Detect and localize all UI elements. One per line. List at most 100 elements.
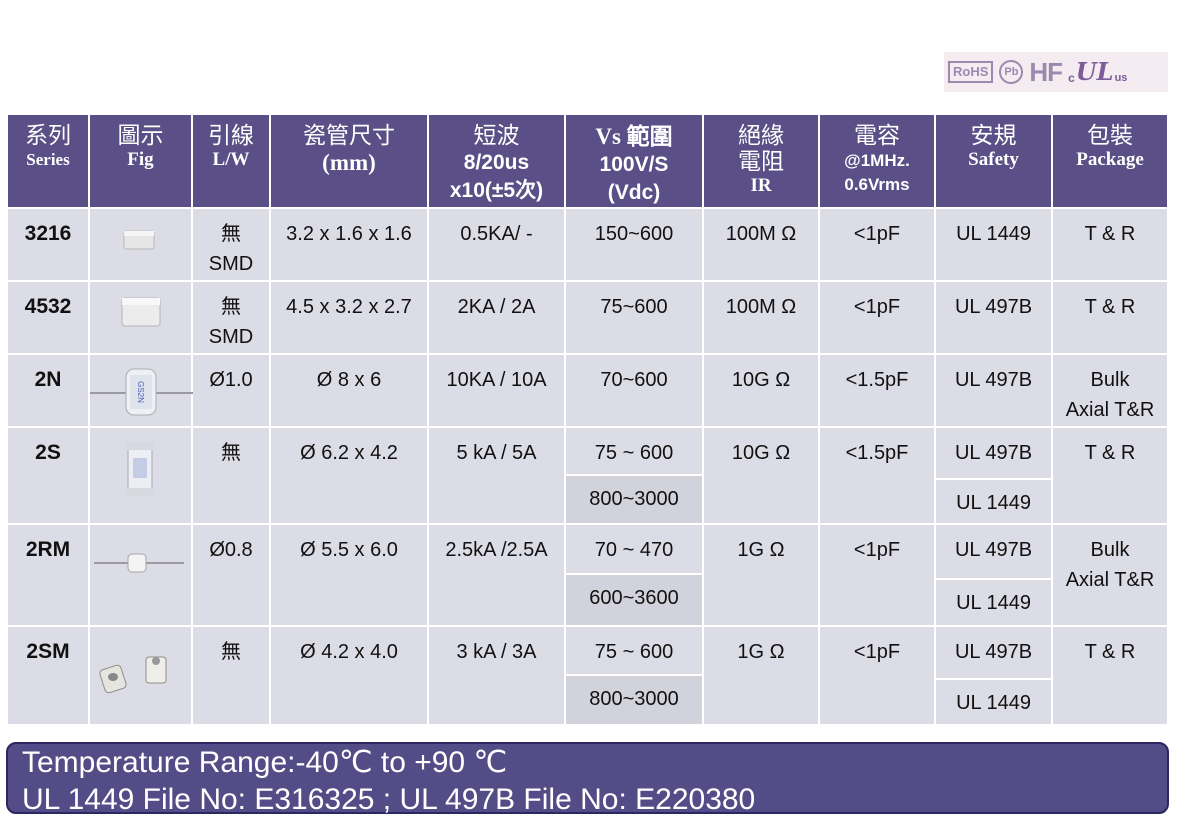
vs-range-value: 600~3600 <box>589 587 679 609</box>
cell-package: T & R <box>1051 280 1169 355</box>
cell-fig <box>88 426 193 525</box>
safety-value: UL 497B <box>954 369 1033 391</box>
header-lw-en: L/W <box>212 149 250 170</box>
cell-fig <box>88 523 193 627</box>
safety-value: UL 497B <box>954 539 1033 561</box>
package-value-2: Axial T&R <box>1065 569 1155 591</box>
axial-gdt-image: GS2N <box>90 355 193 426</box>
safety-value: UL 497B <box>954 442 1033 464</box>
series-value: 2RM <box>25 538 71 561</box>
cell-size: Ø 4.2 x 4.0 <box>269 625 429 726</box>
size-value: 3.2 x 1.6 x 1.6 <box>286 223 412 245</box>
cell-ir: 10G Ω <box>702 353 820 428</box>
cell-package: T & R <box>1051 625 1169 726</box>
surge-value: 3 kA / 3A <box>456 641 537 663</box>
header-size-zh: 瓷管尺寸 <box>303 123 395 149</box>
surge-value: 2.5kA /2.5A <box>445 539 548 561</box>
cell-ir: 1G Ω <box>702 523 820 627</box>
header-package-en: Package <box>1076 149 1144 170</box>
header-cap-l2: @1MHz. <box>844 151 910 170</box>
ir-value: 1G Ω <box>737 539 785 561</box>
header-series-zh: 系列 <box>25 123 71 149</box>
ir-value: 100M Ω <box>725 223 797 245</box>
capacitance-value: <1.5pF <box>845 442 909 464</box>
smd-gdt-pair-image <box>90 627 191 706</box>
cell-safety: UL 497B UL 1449 <box>934 426 1053 525</box>
header-safety-en: Safety <box>968 149 1019 170</box>
ul-mark: UL <box>1075 57 1114 86</box>
cell-surge: 3 kA / 3A <box>427 625 566 726</box>
header-vs-l1: Vs 範圍 <box>595 124 673 149</box>
cell-size: Ø 5.5 x 6.0 <box>269 523 429 627</box>
table-row: 2S 無 Ø 6.2 x 4.2 5 kA / 5A 75 ~ 600 800~3000 1… <box>6 426 1169 525</box>
package-value: Bulk <box>1090 539 1130 561</box>
cell-capacitance: <1pF <box>818 280 936 355</box>
cell-series: 2SM <box>6 625 90 726</box>
cell-size: Ø 6.2 x 4.2 <box>269 426 429 525</box>
cell-capacitance: <1pF <box>818 523 936 627</box>
vs-range-value: 800~3000 <box>589 488 679 510</box>
lead-wire-type: SMD <box>208 253 254 275</box>
header-vs-l2: 100V/S <box>599 153 669 176</box>
safety-value: UL 1449 <box>956 223 1031 245</box>
cell-size: 4.5 x 3.2 x 2.7 <box>269 280 429 355</box>
vs-range-value: 800~3000 <box>589 688 679 710</box>
header-fig-en: Fig <box>127 149 154 170</box>
cell-ir: 100M Ω <box>702 280 820 355</box>
cell-fig <box>88 280 193 355</box>
series-value: 2S <box>35 441 61 464</box>
header-lw-zh: 引線 <box>208 123 254 149</box>
cell-series: 2RM <box>6 523 90 627</box>
ul-listed-badge: c UL us <box>1068 57 1127 86</box>
svg-text:GS2N: GS2N <box>136 381 145 403</box>
header-cap-zh: 電容 <box>854 123 900 149</box>
cell-lead-wire: 無 <box>191 625 271 726</box>
vs-range-value: 75 ~ 600 <box>594 641 674 663</box>
table-row: 3216 無 SMD 3.2 x 1.6 x 1.6 0.5KA/ - 150~600 10… <box>6 207 1169 282</box>
header-safety: 安規 Safety <box>934 113 1053 209</box>
cell-lead-wire: 無 <box>191 426 271 525</box>
cell-vs-range: 75 ~ 600 800~3000 <box>564 426 704 525</box>
package-value: T & R <box>1084 641 1136 663</box>
size-value: Ø 8 x 6 <box>316 369 382 391</box>
smd-chip-small-image <box>90 209 191 280</box>
cell-size: 3.2 x 1.6 x 1.6 <box>269 207 429 282</box>
cell-series: 2S <box>6 426 90 525</box>
vs-range-value: 70 ~ 470 <box>594 539 674 561</box>
cell-capacitance: <1.5pF <box>818 426 936 525</box>
cell-vs-range: 70~600 <box>564 353 704 428</box>
header-fig-zh: 圖示 <box>117 123 164 149</box>
axial-mini-image <box>90 525 191 604</box>
cell-surge: 2.5kA /2.5A <box>427 523 566 627</box>
size-value: Ø 4.2 x 4.0 <box>300 641 398 663</box>
header-ir-zh1: 絕緣 <box>738 123 784 149</box>
header-ir-zh2: 電阻 <box>738 149 784 175</box>
cell-safety: UL 497B UL 1449 <box>934 625 1053 726</box>
header-cap-l3: 0.6Vrms <box>844 175 910 194</box>
lead-free-badge: Pb <box>999 60 1024 84</box>
package-value-2: Axial T&R <box>1065 399 1155 421</box>
table-row: 2SM 無 Ø 4.2 x 4.0 3 kA / 3A 75 ~ 600 800~3000… <box>6 625 1169 726</box>
surge-value: 5 kA / 5A <box>456 442 537 464</box>
header-size: 瓷管尺寸 (mm) <box>269 113 429 209</box>
ir-value: 10G Ω <box>731 442 791 464</box>
cell-package: Bulk Axial T&R <box>1051 523 1169 627</box>
safety-value: UL 497B <box>954 641 1033 663</box>
size-value: Ø 6.2 x 4.2 <box>300 442 398 464</box>
lead-wire-value: 無 <box>221 296 241 318</box>
surge-value: 0.5KA/ - <box>460 223 533 245</box>
cell-size: Ø 8 x 6 <box>269 353 429 428</box>
ul-file-numbers-note: UL 1449 File No: E316325 ; UL 497B File … <box>22 783 756 816</box>
cell-safety: UL 497B <box>934 280 1053 355</box>
header-surge-zh: 短波 <box>473 123 520 149</box>
lead-wire-value: 無 <box>221 641 241 663</box>
cell-package: T & R <box>1051 207 1169 282</box>
table-row: 2RM Ø0.8 Ø 5.5 x 6.0 2.5kA /2.5A 70 ~ 470 600… <box>6 523 1169 627</box>
package-value: T & R <box>1084 296 1136 318</box>
package-value: T & R <box>1084 442 1136 464</box>
spec-note-box: Temperature Range:-40℃ to +90 ℃ UL 1449 … <box>6 742 1169 816</box>
smd-chip-large-image <box>90 282 191 353</box>
header-series: 系列 Series <box>6 113 90 209</box>
rohs-badge: RoHS <box>948 61 994 83</box>
package-value: Bulk <box>1090 369 1130 391</box>
